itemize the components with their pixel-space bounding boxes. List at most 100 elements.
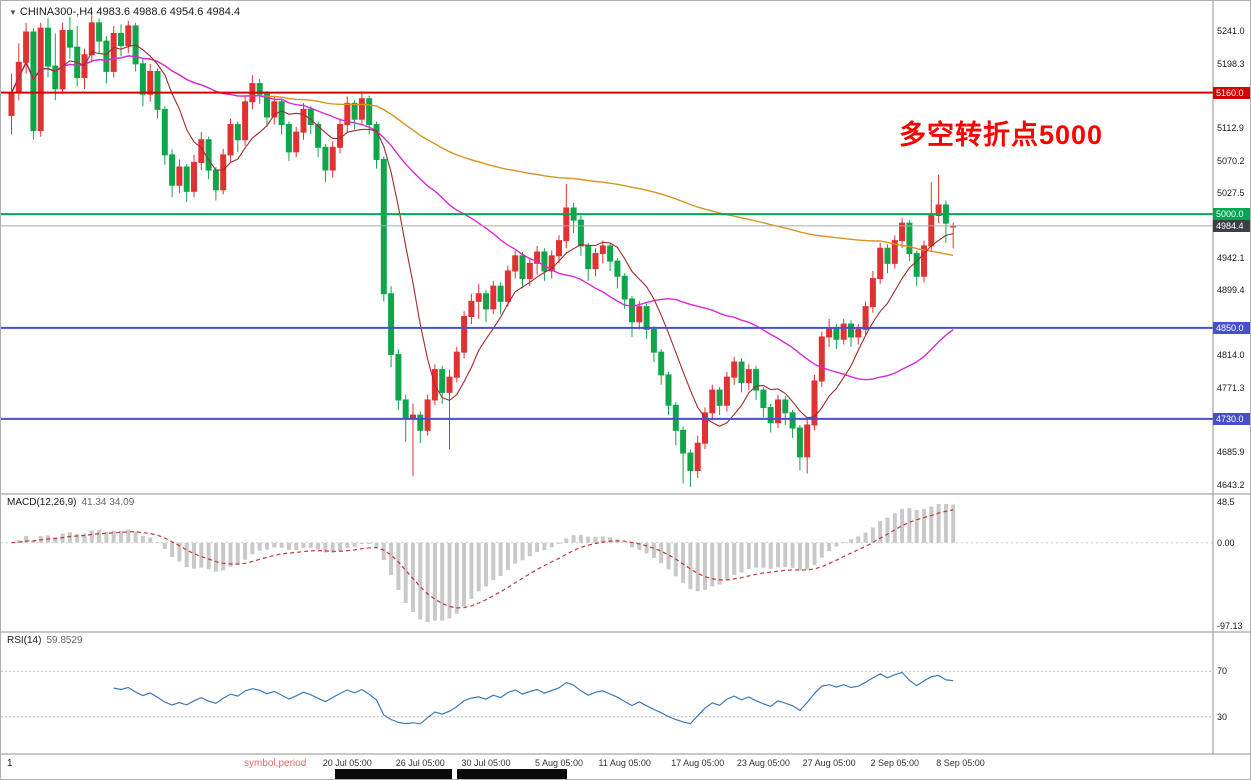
rsi-indicator-label: RSI(14) 59.8529	[7, 635, 83, 646]
macd-name: MACD(12,26,9)	[7, 497, 77, 508]
price-scale-label: 5112.9	[1217, 123, 1244, 134]
time-label: 2 Sep 05:00	[870, 758, 920, 768]
candle-body	[278, 101, 285, 126]
candle-body	[782, 399, 789, 414]
candle-body	[52, 65, 59, 90]
candle-body	[154, 70, 161, 110]
candle-body	[483, 293, 489, 310]
candle-body	[848, 323, 854, 338]
price-scale-label: 5198.3	[1217, 58, 1245, 69]
candle-body	[139, 63, 146, 95]
candle-body	[220, 154, 227, 191]
candle-body	[811, 380, 818, 426]
candle-body	[264, 93, 270, 118]
candle-body	[614, 260, 621, 277]
candle-body	[497, 285, 504, 302]
candle-body	[833, 327, 840, 340]
current-price-tag: 4984.4	[1213, 219, 1250, 232]
candle-body	[504, 270, 511, 302]
candle-body	[475, 293, 482, 302]
candle-body	[66, 29, 73, 48]
candle-body	[388, 293, 395, 355]
rsi-scale-30: 30	[1217, 711, 1228, 722]
candle-body	[212, 169, 219, 191]
candle-body	[37, 27, 44, 132]
macd-scale-bottom: -97.13	[1217, 621, 1243, 631]
time-label: 20 Jul 05:00	[322, 758, 372, 768]
candle-body	[307, 108, 314, 126]
candle-body	[461, 315, 468, 353]
candle-body	[738, 361, 745, 384]
candle-body	[658, 351, 665, 376]
candle-body	[607, 245, 614, 262]
candle-body	[176, 166, 183, 186]
time-label: 8 Sep 05:00	[936, 758, 985, 768]
candle-body	[234, 124, 241, 141]
candle-body	[716, 389, 723, 406]
candle-body	[753, 369, 760, 391]
price-scale-label: 4643.2	[1217, 479, 1245, 490]
price-scale-label: 5241.0	[1217, 26, 1245, 37]
candle-body	[650, 328, 657, 353]
candle-body	[665, 374, 672, 406]
chart-title-text: CHINA300-,H4 4983.6 4988.6 4954.6 4984.4	[19, 6, 241, 18]
candle-body	[88, 22, 95, 56]
candle-body	[490, 285, 497, 310]
candle-body	[96, 22, 103, 42]
price-tag-4850.0: 4850.0	[1213, 321, 1250, 334]
ma-line-mid	[10, 55, 954, 381]
candle-body	[380, 158, 387, 295]
chart-title: ▼ CHINA300-,H4 4983.6 4988.6 4954.6 4984.…	[9, 6, 240, 18]
time-label: 17 Aug 05:00	[671, 758, 725, 768]
candle-body	[629, 298, 635, 323]
candle-body	[928, 215, 935, 247]
candle-body	[548, 255, 555, 272]
candle-body	[468, 300, 475, 317]
bottom-black-strip	[335, 769, 452, 779]
candle-body	[709, 389, 716, 414]
candle-body	[8, 92, 15, 116]
candle-body	[767, 407, 774, 424]
candle-body	[804, 424, 811, 458]
candle-body	[899, 222, 906, 242]
candle-body	[796, 427, 803, 458]
candle-body	[760, 389, 767, 409]
candle-body	[935, 204, 942, 217]
candle-body	[862, 306, 869, 330]
candle-body	[913, 253, 920, 277]
candle-body	[775, 399, 781, 424]
candle-body	[205, 139, 212, 171]
rsi-scale-70: 70	[1217, 666, 1228, 677]
candle-body	[81, 54, 88, 78]
candle-body	[446, 376, 453, 393]
candle-body	[439, 369, 446, 393]
candle-body	[293, 131, 300, 153]
rsi-name: RSI(14)	[7, 635, 42, 646]
candle-body	[702, 412, 708, 444]
candle-body	[417, 414, 424, 431]
candle-body	[118, 32, 124, 47]
candle-body	[592, 253, 599, 270]
rsi-value: 59.8529	[46, 635, 83, 646]
symbol-marker-icon: ▼	[9, 8, 17, 17]
macd-indicator-label: MACD(12,26,9) 41.34 34.09	[7, 497, 134, 508]
candle-body	[877, 247, 884, 280]
time-label: 5 Aug 05:00	[534, 758, 584, 768]
candle-body	[242, 101, 249, 141]
candle-body	[147, 70, 154, 95]
candle-body	[395, 353, 402, 401]
time-label: 26 Jul 05:00	[395, 758, 445, 768]
candle-body	[256, 83, 263, 95]
candle-body	[329, 146, 336, 171]
candle-body	[169, 154, 176, 186]
candle-body	[687, 452, 694, 472]
watermark-symbol-period: symbol,period	[244, 758, 307, 769]
candle-body	[694, 442, 701, 472]
candle-body	[402, 399, 409, 420]
candle-body	[344, 102, 351, 126]
candle-body	[818, 336, 825, 382]
candle-body	[45, 27, 51, 67]
annotation-text[interactable]: 多空转折点5000	[899, 120, 1104, 150]
candle-body	[855, 328, 862, 338]
